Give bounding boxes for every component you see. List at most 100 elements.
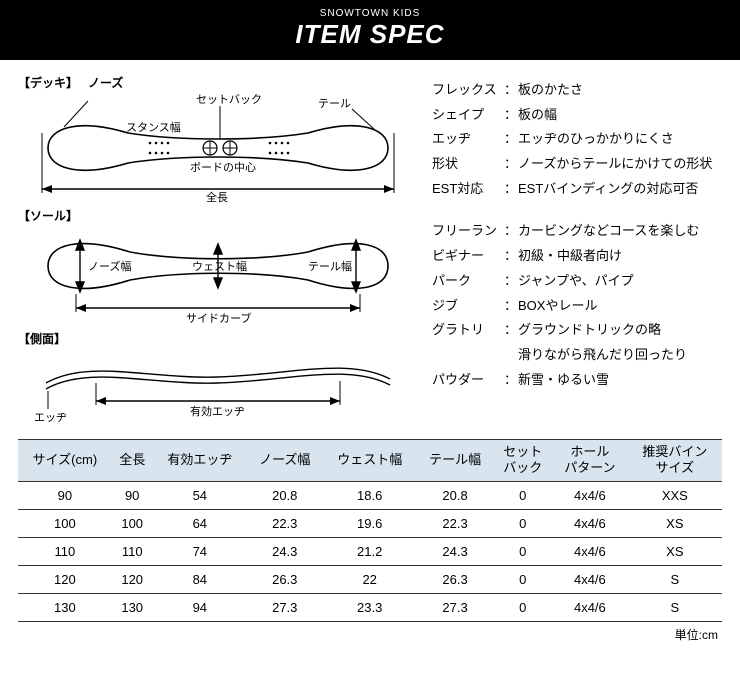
table-cell: 27.3 <box>417 593 494 621</box>
table-cell: 20.8 <box>417 481 494 509</box>
center-text: ボードの中心 <box>190 161 256 174</box>
glossary-term: フリーラン <box>432 219 504 244</box>
table-row: 1201208426.32226.304x4/6S <box>18 565 722 593</box>
glossary-row: パーク：ジャンプや、パイプ <box>432 269 722 294</box>
table-cell: 26.3 <box>247 565 323 593</box>
svg-text:ノーズ幅: ノーズ幅 <box>88 259 131 273</box>
svg-text:サイドカーブ: サイドカーブ <box>186 311 251 325</box>
glossary-def: ノーズからテールにかけての形状 <box>518 152 722 177</box>
glossary-term: ビギナー <box>432 244 504 269</box>
deck-label-text: 【デッキ】 <box>18 76 78 90</box>
table-cell: S <box>628 593 722 621</box>
table-cell: 110 <box>112 537 153 565</box>
table-cell: 4x4/6 <box>552 593 628 621</box>
table-cell: 64 <box>153 509 247 537</box>
table-cell: 130 <box>112 593 153 621</box>
glossary-term: フレックス <box>432 78 504 103</box>
table-cell: 24.3 <box>417 537 494 565</box>
glossary-row: エッヂ：エッヂのひっかかりにくさ <box>432 127 722 152</box>
table-cell: 74 <box>153 537 247 565</box>
tail-text: テール <box>318 98 351 110</box>
glossary-term: 形状 <box>432 152 504 177</box>
svg-text:テール幅: テール幅 <box>308 260 352 273</box>
setback-text: セットバック <box>196 93 262 106</box>
glossary-colon: ： <box>504 318 518 367</box>
glossary-block-2: フリーラン：カービングなどコースを楽しむビギナー：初級・中級者向けパーク：ジャン… <box>432 219 722 392</box>
glossary-def: 初級・中級者向け <box>518 244 722 269</box>
table-cell: 19.6 <box>323 509 417 537</box>
table-cell: 23.3 <box>323 593 417 621</box>
glossary-colon: ： <box>504 103 518 128</box>
table-cell: 110 <box>18 537 112 565</box>
glossary-row: シェイプ：板の幅 <box>432 103 722 128</box>
table-row: 1301309427.323.327.304x4/6S <box>18 593 722 621</box>
deck-diagram: セットバック テール スタンス幅 ボードの中心 全長 <box>18 93 418 203</box>
glossary-term: シェイプ <box>432 103 504 128</box>
table-cell: 4x4/6 <box>552 509 628 537</box>
table-header-row: サイズ(cm)全長有効エッヂノーズ幅ウェスト幅テール幅セットバックホールパターン… <box>18 440 722 482</box>
table-row: 1101107424.321.224.304x4/6XS <box>18 537 722 565</box>
stance-text: スタンス幅 <box>126 121 181 134</box>
table-cell: XXS <box>628 481 722 509</box>
table-cell: 120 <box>18 565 112 593</box>
length-text: 全長 <box>206 190 228 203</box>
header-title: ITEM SPEC <box>0 19 740 50</box>
table-cell: XS <box>628 509 722 537</box>
content-row: 【デッキ】 ノーズ <box>0 60 740 433</box>
glossary-term: パーク <box>432 269 504 294</box>
svg-text:ウェスト幅: ウェスト幅 <box>192 260 247 273</box>
table-col-header: 推奨バインサイズ <box>628 440 722 482</box>
header-subtitle: SNOWTOWN KIDS <box>0 8 740 19</box>
glossary-row: EST対応：ESTバインディングの対応可否 <box>432 177 722 202</box>
glossary-colon: ： <box>504 177 518 202</box>
glossary-row: ビギナー：初級・中級者向け <box>432 244 722 269</box>
spec-table: サイズ(cm)全長有効エッヂノーズ幅ウェスト幅テール幅セットバックホールパターン… <box>18 439 722 622</box>
table-col-header: 全長 <box>112 440 153 482</box>
glossary-row: ジブ：BOXやレール <box>432 294 722 319</box>
glossary-term: ジブ <box>432 294 504 319</box>
table-cell: 22.3 <box>247 509 323 537</box>
glossary-colon: ： <box>504 244 518 269</box>
table-col-header: テール幅 <box>417 440 494 482</box>
table-cell: 18.6 <box>323 481 417 509</box>
glossary-def: グラウンドトリックの略滑りながら飛んだり回ったり <box>518 318 722 367</box>
table-col-header: 有効エッヂ <box>153 440 247 482</box>
sole-diagram: ノーズ幅 ウェスト幅 テール幅 サイドカーブ <box>18 226 418 326</box>
glossary-term: パウダー <box>432 368 504 393</box>
glossary-def: 新雪・ゆるい雪 <box>518 368 722 393</box>
table-cell: 90 <box>18 481 112 509</box>
table-cell: XS <box>628 537 722 565</box>
table-cell: 4x4/6 <box>552 565 628 593</box>
svg-text:有効エッヂ: 有効エッヂ <box>190 404 245 418</box>
table-cell: 130 <box>18 593 112 621</box>
glossary-block-1: フレックス：板のかたさシェイプ：板の幅エッヂ：エッヂのひっかかりにくさ形状：ノー… <box>432 78 722 201</box>
table-cell: 100 <box>18 509 112 537</box>
glossary-colon: ： <box>504 127 518 152</box>
table-cell: 24.3 <box>247 537 323 565</box>
table-cell: 90 <box>112 481 153 509</box>
table-col-header: ウェスト幅 <box>323 440 417 482</box>
table-cell: 21.2 <box>323 537 417 565</box>
glossary-colon: ： <box>504 219 518 244</box>
table-col-header: ホールパターン <box>552 440 628 482</box>
table-body: 90905420.818.620.804x4/6XXS1001006422.31… <box>18 481 722 621</box>
table-cell: 0 <box>493 537 552 565</box>
glossary-def: 板のかたさ <box>518 78 722 103</box>
table-cell: 84 <box>153 565 247 593</box>
glossary-colon: ： <box>504 269 518 294</box>
deck-label: 【デッキ】 ノーズ <box>18 74 418 91</box>
nose-label: ノーズ <box>88 76 123 90</box>
side-label: 【側面】 <box>18 330 418 347</box>
table-cell: 120 <box>112 565 153 593</box>
table-cell: 0 <box>493 565 552 593</box>
table-cell: 94 <box>153 593 247 621</box>
table-col-header: セットバック <box>493 440 552 482</box>
glossary-colon: ： <box>504 152 518 177</box>
glossary-def: ジャンプや、パイプ <box>518 269 722 294</box>
table-col-header: サイズ(cm) <box>18 440 112 482</box>
glossary-row: フレックス：板のかたさ <box>432 78 722 103</box>
unit-label: 単位:cm <box>0 622 740 643</box>
table-cell: 0 <box>493 593 552 621</box>
glossary-colon: ： <box>504 78 518 103</box>
glossary-def: エッヂのひっかかりにくさ <box>518 127 722 152</box>
